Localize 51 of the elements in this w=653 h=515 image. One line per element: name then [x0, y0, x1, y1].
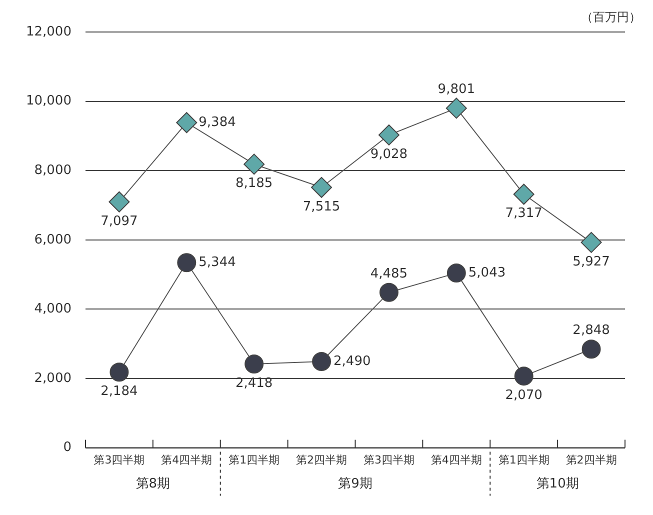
data-label: 7,515: [302, 199, 340, 214]
point: [312, 352, 332, 372]
point: [446, 98, 467, 119]
data-label: 2,070: [505, 388, 542, 403]
point: [176, 112, 198, 134]
data-label: 7,097: [100, 214, 138, 229]
point: [244, 354, 264, 374]
point: [446, 264, 466, 283]
x-tick-label: 第3四半期: [363, 453, 414, 466]
point: [244, 154, 265, 175]
point: [378, 124, 400, 146]
point: [108, 191, 130, 212]
y-tick-label: 6,000: [34, 232, 72, 248]
text: 第9期: [338, 476, 372, 492]
x-tick-label: 第4四半期: [430, 453, 482, 466]
data-label: 8,185: [235, 176, 273, 192]
y-tick-label: 8,000: [34, 162, 72, 178]
data-label: 5,344: [198, 255, 236, 270]
y-tick-label: 4,000: [34, 302, 72, 317]
x-tick-label: 第2四半期: [296, 453, 348, 466]
data-label: 5,927: [572, 254, 610, 270]
data-label: 2,490: [334, 354, 371, 369]
data-label: 7,317: [505, 206, 542, 222]
y-axis-title: （百万円）: [581, 10, 641, 24]
x-tick-label: 第1四半期: [228, 453, 280, 466]
data-label: 2,848: [572, 322, 610, 338]
point: [311, 176, 332, 198]
point: [513, 184, 534, 205]
point: [177, 253, 196, 272]
point: [379, 282, 398, 302]
x-tick-label: 第2四半期: [566, 453, 617, 466]
y-tick-label: 0: [63, 440, 72, 456]
point: [582, 340, 601, 359]
data-label: 4,485: [370, 266, 408, 282]
data-label: 5,043: [468, 265, 506, 280]
text: 第8期: [136, 476, 170, 492]
y-tick-label: 10,000: [26, 94, 72, 109]
y-tick-label: 2,000: [34, 370, 72, 386]
text: 第10期: [536, 476, 579, 492]
x-tick-label: 第4四半期: [161, 453, 212, 466]
data-label: 9,384: [198, 115, 236, 130]
y-tick-label: 12,000: [26, 24, 72, 40]
x-tick-label: 第1四半期: [498, 453, 550, 466]
data-label: 2,184: [100, 384, 138, 399]
point: [514, 366, 534, 386]
x-tick-label: 第3四半期: [94, 453, 145, 466]
data-label: 9,801: [438, 82, 476, 98]
point: [580, 232, 602, 253]
point: [110, 362, 129, 382]
data-label: 9,028: [370, 146, 408, 162]
data-label: 2,418: [235, 376, 273, 391]
